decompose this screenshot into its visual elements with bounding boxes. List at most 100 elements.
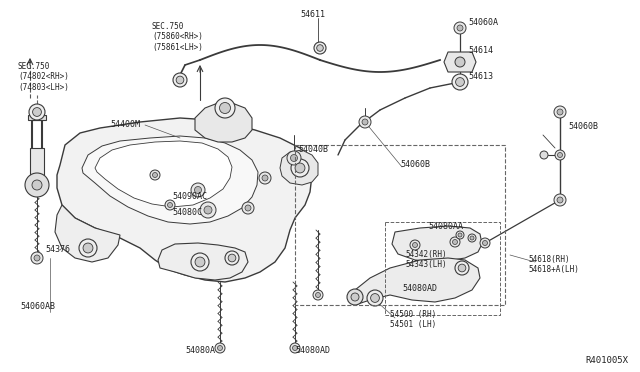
Polygon shape bbox=[82, 136, 258, 224]
Text: 54060A: 54060A bbox=[468, 18, 498, 27]
Circle shape bbox=[470, 236, 474, 240]
Text: 54060B: 54060B bbox=[568, 122, 598, 131]
Polygon shape bbox=[392, 226, 482, 262]
Circle shape bbox=[452, 240, 458, 244]
Circle shape bbox=[204, 206, 212, 214]
Circle shape bbox=[557, 153, 563, 157]
Text: 54500 (RH)
54501 (LH): 54500 (RH) 54501 (LH) bbox=[390, 310, 436, 329]
Circle shape bbox=[292, 346, 298, 350]
Circle shape bbox=[32, 180, 42, 190]
Circle shape bbox=[168, 202, 173, 208]
Text: 54614: 54614 bbox=[468, 46, 493, 55]
Circle shape bbox=[79, 239, 97, 257]
Circle shape bbox=[25, 173, 49, 197]
Circle shape bbox=[150, 170, 160, 180]
Circle shape bbox=[165, 200, 175, 210]
Polygon shape bbox=[280, 150, 318, 185]
Circle shape bbox=[191, 253, 209, 271]
Circle shape bbox=[316, 292, 321, 298]
Circle shape bbox=[371, 294, 380, 302]
Text: 54342(RH)
54343(LH): 54342(RH) 54343(LH) bbox=[405, 250, 447, 269]
Circle shape bbox=[195, 186, 202, 193]
Circle shape bbox=[347, 289, 363, 305]
Circle shape bbox=[483, 241, 488, 246]
Polygon shape bbox=[348, 258, 480, 305]
Circle shape bbox=[455, 261, 469, 275]
Text: 54080A: 54080A bbox=[185, 346, 215, 355]
Circle shape bbox=[455, 57, 465, 67]
Circle shape bbox=[359, 116, 371, 128]
Text: 54080AD: 54080AD bbox=[402, 284, 437, 293]
Circle shape bbox=[317, 45, 323, 51]
Circle shape bbox=[29, 104, 45, 120]
Circle shape bbox=[228, 254, 236, 262]
Circle shape bbox=[220, 103, 230, 113]
Circle shape bbox=[242, 202, 254, 214]
Text: 54060AB: 54060AB bbox=[20, 302, 55, 311]
Circle shape bbox=[450, 237, 460, 247]
Circle shape bbox=[458, 233, 462, 237]
Circle shape bbox=[245, 205, 251, 211]
Text: 54618(RH)
54618+A(LH): 54618(RH) 54618+A(LH) bbox=[528, 255, 579, 275]
Circle shape bbox=[31, 252, 43, 264]
Text: 54080AD: 54080AD bbox=[295, 346, 330, 355]
Circle shape bbox=[540, 151, 548, 159]
Circle shape bbox=[215, 98, 235, 118]
Circle shape bbox=[176, 76, 184, 84]
Circle shape bbox=[152, 173, 157, 177]
Polygon shape bbox=[95, 141, 232, 207]
Polygon shape bbox=[55, 205, 120, 262]
Circle shape bbox=[34, 255, 40, 261]
Text: 54040B: 54040B bbox=[298, 145, 328, 154]
Text: 54090AC: 54090AC bbox=[172, 192, 207, 201]
Circle shape bbox=[554, 194, 566, 206]
Polygon shape bbox=[158, 243, 248, 280]
Text: 54080AA: 54080AA bbox=[428, 222, 463, 231]
Circle shape bbox=[314, 42, 326, 54]
Circle shape bbox=[225, 251, 239, 265]
Polygon shape bbox=[444, 52, 476, 72]
Circle shape bbox=[457, 25, 463, 31]
Circle shape bbox=[557, 197, 563, 203]
Circle shape bbox=[200, 202, 216, 218]
Circle shape bbox=[456, 231, 464, 239]
Circle shape bbox=[290, 343, 300, 353]
Circle shape bbox=[554, 106, 566, 118]
Circle shape bbox=[555, 150, 565, 160]
Text: 54613: 54613 bbox=[468, 72, 493, 81]
Circle shape bbox=[362, 119, 368, 125]
Circle shape bbox=[173, 73, 187, 87]
Circle shape bbox=[468, 234, 476, 242]
Circle shape bbox=[295, 163, 305, 173]
Circle shape bbox=[557, 109, 563, 115]
Text: 54376: 54376 bbox=[45, 245, 70, 254]
Text: 54611: 54611 bbox=[300, 10, 325, 19]
Circle shape bbox=[456, 78, 465, 86]
Text: R401005X: R401005X bbox=[585, 356, 628, 365]
Polygon shape bbox=[57, 118, 312, 282]
Polygon shape bbox=[195, 103, 252, 142]
Circle shape bbox=[480, 238, 490, 248]
Circle shape bbox=[215, 343, 225, 353]
Circle shape bbox=[33, 108, 42, 116]
Circle shape bbox=[351, 293, 359, 301]
Circle shape bbox=[262, 175, 268, 181]
Circle shape bbox=[191, 183, 205, 197]
Circle shape bbox=[452, 74, 468, 90]
Text: 54060B: 54060B bbox=[400, 160, 430, 169]
Polygon shape bbox=[30, 148, 44, 185]
Circle shape bbox=[313, 290, 323, 300]
Circle shape bbox=[291, 154, 298, 161]
Circle shape bbox=[458, 264, 466, 272]
Circle shape bbox=[83, 243, 93, 253]
Circle shape bbox=[291, 159, 309, 177]
Circle shape bbox=[218, 346, 223, 350]
Circle shape bbox=[410, 240, 420, 250]
Circle shape bbox=[287, 151, 301, 165]
Text: 54080C: 54080C bbox=[172, 208, 202, 217]
Text: 54400M: 54400M bbox=[110, 120, 140, 129]
Circle shape bbox=[454, 22, 466, 34]
Polygon shape bbox=[28, 115, 46, 120]
Circle shape bbox=[413, 243, 417, 247]
Text: SEC.750
(75860<RH>)
(75861<LH>): SEC.750 (75860<RH>) (75861<LH>) bbox=[152, 22, 203, 52]
